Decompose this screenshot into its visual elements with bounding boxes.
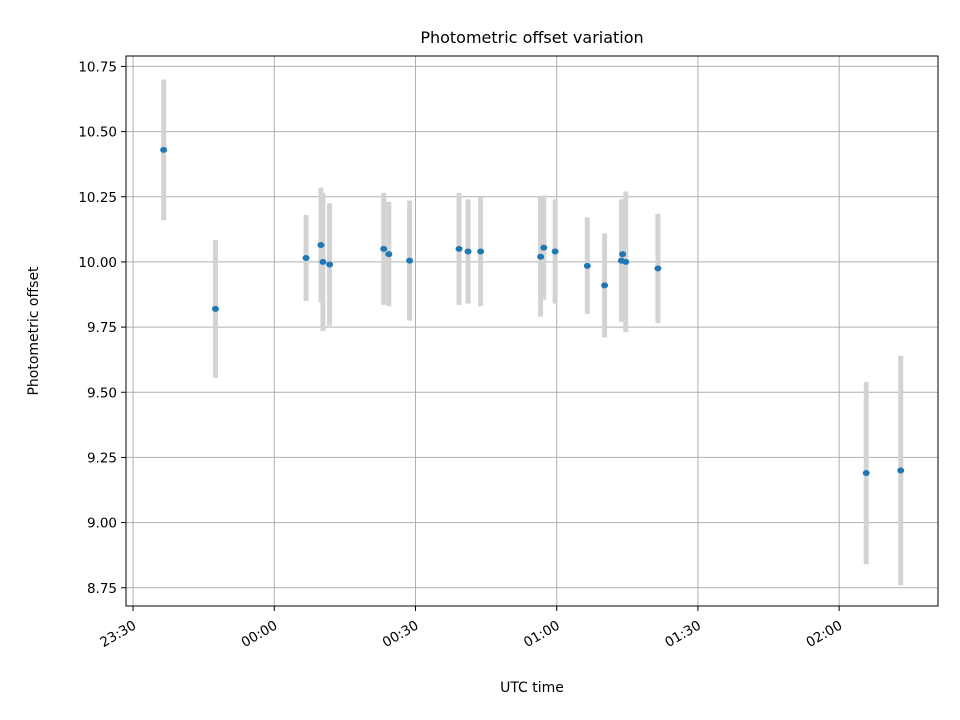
data-point (654, 265, 662, 272)
data-point (160, 146, 168, 153)
data-point (583, 262, 591, 269)
y-tick-label: 10.75 (78, 59, 117, 75)
y-tick-label: 10.00 (78, 255, 117, 271)
data-point (380, 245, 388, 252)
y-tick-label: 9.50 (87, 385, 117, 401)
data-point (540, 244, 548, 251)
y-axis-ticks: 8.75 9.00 9.25 9.50 9.75 10.00 10.25 10.50 10.75 (78, 59, 126, 597)
y-tick-label: 8.75 (87, 581, 117, 597)
y-tick-label: 10.25 (78, 190, 117, 206)
data-points (160, 146, 905, 477)
data-point (622, 258, 630, 265)
data-point (455, 245, 463, 252)
data-point (317, 241, 325, 248)
chart-title: Photometric offset variation (420, 28, 643, 47)
data-point (897, 467, 905, 474)
plot-frame (125, 55, 939, 607)
data-point (211, 305, 219, 312)
data-point (619, 251, 627, 258)
data-point (406, 257, 414, 264)
data-point (319, 258, 327, 265)
y-tick-label: 9.25 (87, 450, 117, 466)
y-gridlines (126, 65, 938, 589)
data-point (551, 248, 559, 255)
y-tick-label: 9.00 (87, 516, 117, 532)
data-point (464, 248, 472, 255)
data-point (302, 255, 310, 262)
x-axis-label: UTC time (500, 680, 564, 696)
y-tick-label: 10.50 (78, 125, 117, 141)
x-gridlines (132, 56, 840, 606)
data-point (862, 470, 870, 477)
y-axis-label: Photometric offset (26, 266, 42, 396)
data-point (326, 261, 334, 268)
y-tick-label: 9.75 (87, 320, 117, 336)
data-point (601, 282, 609, 289)
data-point (477, 248, 485, 255)
data-point (537, 253, 545, 260)
data-point (385, 251, 393, 258)
